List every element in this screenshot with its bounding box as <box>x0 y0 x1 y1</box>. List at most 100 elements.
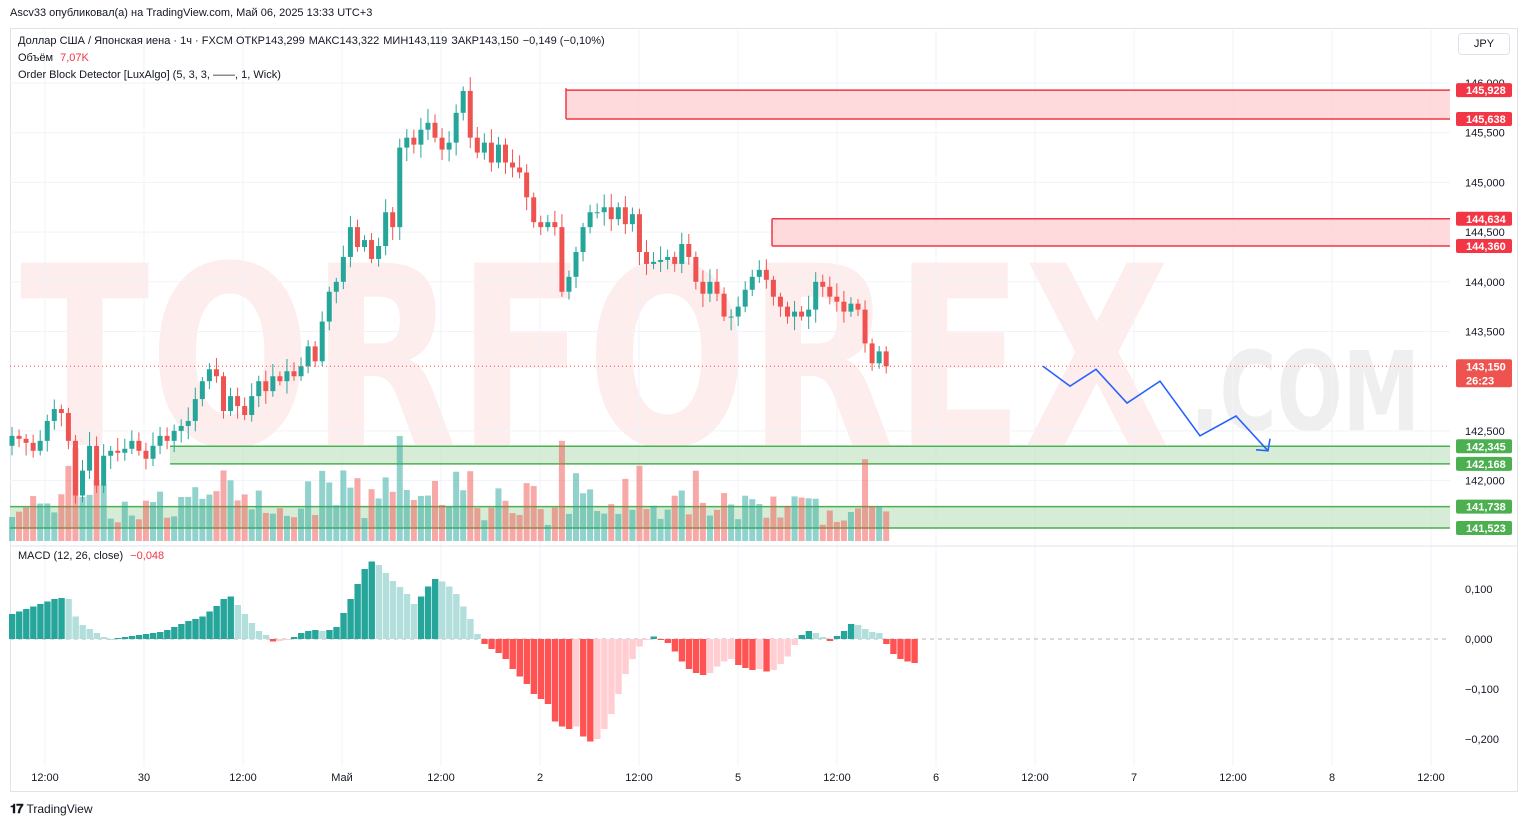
candle-body <box>439 137 445 150</box>
candle-body <box>700 281 706 294</box>
candle-body <box>143 450 149 459</box>
macd-bar <box>432 579 439 639</box>
candle-body <box>354 227 360 248</box>
currency-button[interactable]: JPY <box>1458 33 1510 55</box>
macd-bar <box>777 639 784 664</box>
macd-bar <box>248 623 256 639</box>
volume-bar <box>749 499 756 541</box>
candle-body <box>150 445 156 459</box>
volume-bar <box>474 507 481 541</box>
candle-body <box>855 303 861 310</box>
countdown-text: 26:23 <box>1466 375 1494 387</box>
time-tick-label: 7 <box>1131 772 1137 784</box>
candle-body <box>453 112 459 143</box>
candle-body <box>869 343 875 364</box>
candle-body <box>644 251 649 264</box>
macd-bar <box>298 633 305 639</box>
publish-caption: Ascv33 опубликовал(а) на TradingView.com… <box>10 7 373 19</box>
volume-bar <box>798 497 805 541</box>
volume-bar <box>107 518 114 541</box>
candle-body <box>115 450 121 453</box>
macd-bar <box>791 639 798 645</box>
candle-body <box>9 435 15 446</box>
volume-bar <box>558 440 565 541</box>
volume-bar <box>37 503 44 541</box>
candle-body <box>270 376 276 392</box>
candle-body <box>362 240 367 248</box>
macd-tick-label: 0,100 <box>1465 584 1493 596</box>
macd-bar <box>763 639 770 672</box>
candle-body <box>291 371 297 377</box>
indicator-legend[interactable]: Order Block Detector [LuxAlgo] (5, 3, 3,… <box>18 69 281 81</box>
candle-body <box>495 144 501 163</box>
macd-legend[interactable]: MACD (12, 26, close) −0,048 <box>18 550 164 562</box>
macd-bar <box>16 611 23 639</box>
volume-bar <box>312 514 319 541</box>
macd-bar <box>220 599 227 639</box>
change-value: −0,149 (−0,10%) <box>522 35 605 47</box>
volume-bar <box>241 494 248 541</box>
time-axis[interactable]: 12:00 30 12:00 Май 12:00 2 12:00 5 12:00 6 12:00 7 1… <box>31 772 1445 784</box>
macd-bar <box>340 613 347 639</box>
macd-bar <box>558 639 566 727</box>
volume-bar <box>347 487 354 541</box>
candle-body <box>474 137 480 153</box>
price-axis[interactable]: 146,000145,500145,000144,500144,000143,5… <box>1465 78 1505 746</box>
tradingview-logo-icon: 𝟏𝟕 <box>10 801 24 816</box>
volume-bar <box>157 491 164 541</box>
macd-bar <box>650 636 657 639</box>
price-tick-label: 144,000 <box>1465 277 1505 289</box>
volume-bar <box>86 494 93 541</box>
volume-bar <box>298 508 305 541</box>
macd-bar <box>192 619 199 639</box>
current-price-tag <box>1456 359 1512 388</box>
volume-bar <box>227 480 234 541</box>
candle-body <box>376 246 382 259</box>
volume-bar <box>9 516 15 541</box>
candle-body <box>517 167 523 173</box>
candle-body <box>707 281 713 294</box>
candle-body <box>58 409 64 414</box>
macd-bar <box>375 565 382 639</box>
volume-bar <box>692 470 699 541</box>
volume-bar <box>756 504 763 541</box>
candle-body <box>629 214 635 225</box>
volume-legend[interactable]: Объём 7,07K <box>18 52 89 64</box>
macd-bar <box>283 639 291 640</box>
volume-bar <box>516 514 523 541</box>
macd-bar <box>206 611 213 639</box>
volume-bar <box>622 478 629 541</box>
volume-bar <box>142 500 149 541</box>
candle-body <box>16 435 22 439</box>
volume-bar <box>671 495 678 541</box>
candle-body <box>749 276 755 290</box>
macd-histogram <box>9 561 1450 742</box>
macd-tick-label: 0,000 <box>1465 634 1493 646</box>
volume-bar <box>833 521 840 541</box>
time-tick-label: 30 <box>138 772 150 784</box>
candle-body <box>192 399 198 421</box>
candle-body <box>580 227 586 252</box>
volume-bar <box>135 519 142 541</box>
volume-bar <box>44 503 51 541</box>
macd-bar <box>382 573 390 639</box>
volume-bar <box>664 509 671 541</box>
macd-bar <box>608 639 615 714</box>
footer-brand[interactable]: 𝟏𝟕 TradingView <box>10 801 93 817</box>
time-tick-label: 12:00 <box>31 772 59 784</box>
volume-bar <box>847 512 854 541</box>
volume-bar <box>276 508 283 541</box>
symbol-legend[interactable]: Доллар США / Японская иена · 1ч · FXCM О… <box>18 35 609 47</box>
candle-body <box>319 321 325 362</box>
candlestick-series[interactable] <box>9 77 1451 504</box>
candle-body <box>827 286 833 297</box>
volume-bar <box>523 483 530 541</box>
volume-bar <box>319 470 326 541</box>
candle-body <box>312 346 318 362</box>
volume-bar <box>699 502 706 541</box>
volume-bar <box>735 519 742 541</box>
ohlc-values: ОТКР143,299 МАКС143,322 МИН143,119 ЗАКР143,… <box>236 35 609 47</box>
macd-bar <box>121 637 129 639</box>
macd-bar <box>135 635 143 639</box>
